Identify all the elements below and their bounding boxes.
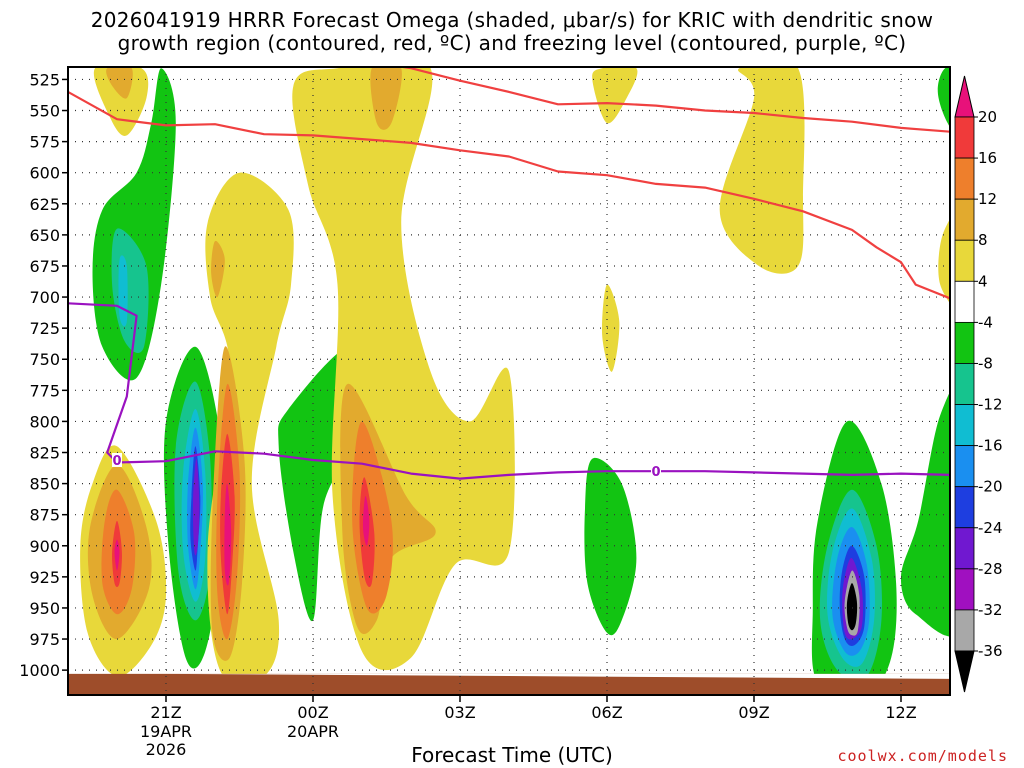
site-credit[interactable]: coolwx.com/models <box>837 747 1008 765</box>
x-tick-label: 12Z <box>885 703 916 722</box>
x-tick-sublabel: 19APR <box>140 722 192 741</box>
colorbar-bin <box>954 280 975 323</box>
colorbar-bin <box>954 157 975 200</box>
omega-contour-33 <box>584 457 637 636</box>
x-tick-label: 03Z <box>444 703 475 722</box>
colorbar-label: -28 <box>978 560 1003 578</box>
y-tick-label: 1000 <box>19 661 60 680</box>
colorbar-bin <box>954 239 975 282</box>
y-tick-label: 675 <box>29 257 60 276</box>
y-tick-label: 825 <box>29 444 60 463</box>
colorbar-label: 12 <box>978 190 997 208</box>
omega-contour-45 <box>938 219 950 304</box>
omega-contour-22 <box>224 483 232 586</box>
omega-contour-3 <box>92 68 176 381</box>
omega-contour-5 <box>118 255 128 327</box>
x-tick-label: 21Z <box>150 703 181 722</box>
omega-contour-16 <box>192 458 200 556</box>
y-tick-label: 575 <box>29 133 60 152</box>
omega-contour-10 <box>114 539 120 571</box>
dgz-contour-upper <box>68 90 950 300</box>
dgz-contour-lower <box>395 67 950 133</box>
y-tick-label: 650 <box>29 226 60 245</box>
freezing-level-label-2: 0 <box>651 465 660 480</box>
y-tick-label: 950 <box>29 599 60 618</box>
omega-contour-1 <box>93 67 149 136</box>
chart-title-line2: growth region (contoured, red, ºC) and f… <box>117 31 907 55</box>
freezing-label-bg-1 <box>112 452 122 467</box>
omega-contour-32 <box>601 284 620 372</box>
y-tick-label: 600 <box>29 164 60 183</box>
colorbar-label: -36 <box>978 642 1003 660</box>
y-tick-label: 550 <box>29 102 60 121</box>
plot-frame <box>67 66 951 696</box>
x-tick-label: 06Z <box>591 703 622 722</box>
colorbar-bin <box>954 198 975 241</box>
omega-contour-25 <box>370 67 402 130</box>
y-tick-label: 750 <box>29 350 60 369</box>
x-axis-label: Forecast Time (UTC) <box>411 743 613 767</box>
omega-contour-30 <box>592 67 638 124</box>
omega-contour-41 <box>846 583 858 631</box>
colorbar-bin <box>954 609 975 652</box>
omega-shading <box>68 67 950 695</box>
omega-contour-42 <box>937 67 950 128</box>
colorbar-label: -20 <box>978 478 1003 496</box>
omega-contour-29 <box>362 495 370 546</box>
freezing-label-bg-2 <box>651 464 661 479</box>
colorbar-label: 16 <box>978 149 997 167</box>
freezing-level-line <box>68 302 950 480</box>
y-tick-label: 800 <box>29 412 60 431</box>
x-tick-sublabel: 2026 <box>146 740 187 759</box>
y-tick-label: 875 <box>29 506 60 525</box>
colorbar-bottom-arrow <box>954 650 975 693</box>
colorbar-label: 20 <box>978 108 997 126</box>
colorbar-label: -8 <box>978 354 993 372</box>
gridlines <box>68 67 950 695</box>
colorbar-label: -32 <box>978 601 1003 619</box>
y-tick-label: 900 <box>29 537 60 556</box>
y-tick-label: 850 <box>29 475 60 494</box>
chart-title-line1: 2026041919 HRRR Forecast Omega (shaded, … <box>90 8 934 32</box>
y-tick-label: 525 <box>29 70 60 89</box>
colorbar-top-arrow <box>954 75 975 118</box>
freezing-level-label-1: 0 <box>112 454 121 469</box>
colorbar-bin <box>954 116 975 159</box>
colorbar-bin <box>954 363 975 405</box>
y-tick-label: 925 <box>29 568 60 587</box>
axes: 525 550 575 600 625 650 675 700 725 750 775 800 825 8… <box>19 66 951 759</box>
ground-strip <box>68 673 950 695</box>
colorbar-label: 8 <box>978 231 988 249</box>
colorbar-label: -4 <box>978 313 993 331</box>
y-tick-label: 700 <box>29 288 60 307</box>
colorbar-label: 4 <box>978 272 988 290</box>
omega-contour-44 <box>900 391 950 637</box>
y-tick-label: 975 <box>29 630 60 649</box>
colorbar-label: -16 <box>978 437 1003 455</box>
colorbar-bin <box>954 486 975 529</box>
y-tick-label: 625 <box>29 195 60 214</box>
colorbar-label: -12 <box>978 396 1003 414</box>
colorbar-bin <box>954 404 975 447</box>
omega-contour-31 <box>719 67 805 274</box>
contour-lines: 00 <box>68 67 950 480</box>
colorbar-label: -24 <box>978 519 1003 537</box>
x-tick-sublabel: 20APR <box>287 722 339 741</box>
colorbar-bin <box>954 527 975 570</box>
y-tick-label: 775 <box>29 381 60 400</box>
omega-contour-18 <box>211 240 225 298</box>
omega-contour-2 <box>106 67 133 99</box>
y-tick-label: 725 <box>29 319 60 338</box>
x-tick-label: 09Z <box>738 703 769 722</box>
colorbar: 20 16 12 8 4 -4 -8 -12 -16 -20 -24 -28 -32 -36 <box>954 75 1003 693</box>
ground-top-slope <box>68 673 950 679</box>
colorbar-bin <box>954 568 975 611</box>
colorbar-bin <box>954 445 975 488</box>
colorbar-bin <box>954 321 975 364</box>
x-tick-label: 00Z <box>297 703 328 722</box>
